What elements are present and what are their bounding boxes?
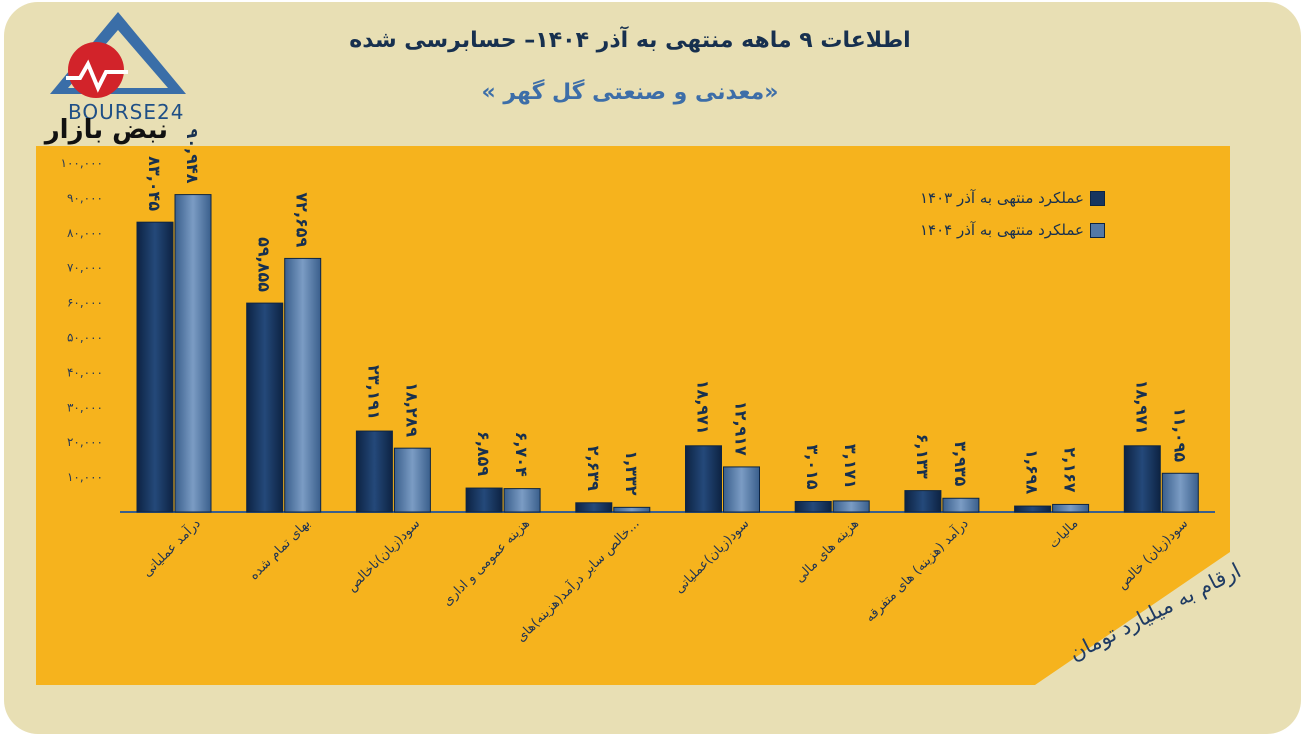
bar-1404 [284,257,322,513]
y-tick-label: ۳۰,۰۰۰ [67,400,103,414]
bar-1404 [393,447,431,513]
bar-value-label: ۱۸,۹۷۱ [694,380,713,435]
legend-item-1404: عملکرد منتهی به آذر ۱۴۰۴ [920,218,1105,242]
bar-value-label: ۳,۹۳۵ [951,441,970,486]
bar-value-label: ۱۸,۲۸۹ [402,382,421,437]
bar-1403 [465,487,503,513]
y-tick-label: ۹۰,۰۰۰ [67,191,103,205]
bar-value-label: ۱۱,۰۹۵ [1170,407,1189,462]
bar-1403 [685,445,722,513]
bar-value-label: ۵۹,۸۵۵ [255,237,274,292]
bar-1403 [136,221,174,513]
bourse24-logo-icon [50,12,186,98]
bar-value-label: ۷۲,۶۵۹ [293,192,312,247]
legend-item-1403: عملکرد منتهی به آذر ۱۴۰۳ [920,186,1105,210]
bar-value-label: ۶,۷۰۴ [512,432,531,477]
legend-swatch-1404 [1089,222,1105,238]
bar-value-label: ۶,۱۳۳ [913,434,932,479]
chart-legend: عملکرد منتهی به آذر ۱۴۰۳ عملکرد منتهی به… [920,186,1105,250]
y-tick-label: ۸۰,۰۰۰ [67,226,103,240]
bar-value-label: ۱۲,۹۱۷ [732,401,751,456]
legend-swatch-1403 [1089,190,1105,206]
bar-1403 [794,500,832,513]
chart-subtitle: «معدنی و صنعتی گل گهر » [481,80,779,105]
bar-1403 [575,502,613,513]
bar-1403 [355,430,393,513]
bar-value-label: ۶,۸۵۹ [474,431,493,476]
bar-1403 [904,490,942,513]
logo-tagline: نبض بازار [44,115,168,145]
y-tick-label: ۷۰,۰۰۰ [67,261,103,275]
bar-1404 [723,466,760,513]
bar-value-label: ۹۰,۹۴۸ [183,129,202,184]
chart-panel [36,146,1230,685]
bar-value-label: ۳,۰۱۵ [803,444,822,489]
chart-title: اطلاعات ۹ ماهه منتهی به آذر ۱۴۰۴– حسابرس… [349,28,911,53]
bar-value-label: ۲,۱۶۷ [1061,447,1080,492]
bar-1404 [174,194,212,513]
y-tick-label: ۴۰,۰۰۰ [67,365,103,379]
legend-label-1403: عملکرد منتهی به آذر ۱۴۰۳ [920,189,1084,207]
y-tick-label: ۱۰۰,۰۰۰ [61,156,104,170]
y-tick-label: ۲۰,۰۰۰ [67,435,103,449]
bar-value-label: ۱,۶۹۸ [1023,449,1042,494]
bar-1404 [942,497,980,513]
bar-value-label: ۱,۳۳۲ [622,450,641,495]
bar-1404 [1161,472,1199,513]
bar-value-label: ۳,۱۷۱ [841,444,860,489]
bar-1404 [1052,503,1090,513]
legend-label-1404: عملکرد منتهی به آذر ۱۴۰۴ [920,221,1084,239]
bar-1404 [503,488,541,513]
y-tick-label: ۵۰,۰۰۰ [67,331,103,345]
bar-1404 [832,500,870,513]
bar-1403 [1014,505,1052,513]
bar-1403 [246,302,284,513]
bar-value-label: ۲,۶۳۹ [584,446,603,491]
bar-1403 [1123,445,1161,513]
bar-1404 [613,506,651,513]
bar-value-label: ۱۸,۹۷۱ [1132,380,1151,435]
bar-value-label: ۲۳,۱۹۱ [364,365,383,420]
bar-value-label: ۸۳,۰۴۵ [145,156,164,211]
y-tick-label: ۱۰,۰۰۰ [67,470,103,484]
y-tick-label: ۶۰,۰۰۰ [67,296,103,310]
logo-brand-text: BOURSE24 [68,100,185,124]
